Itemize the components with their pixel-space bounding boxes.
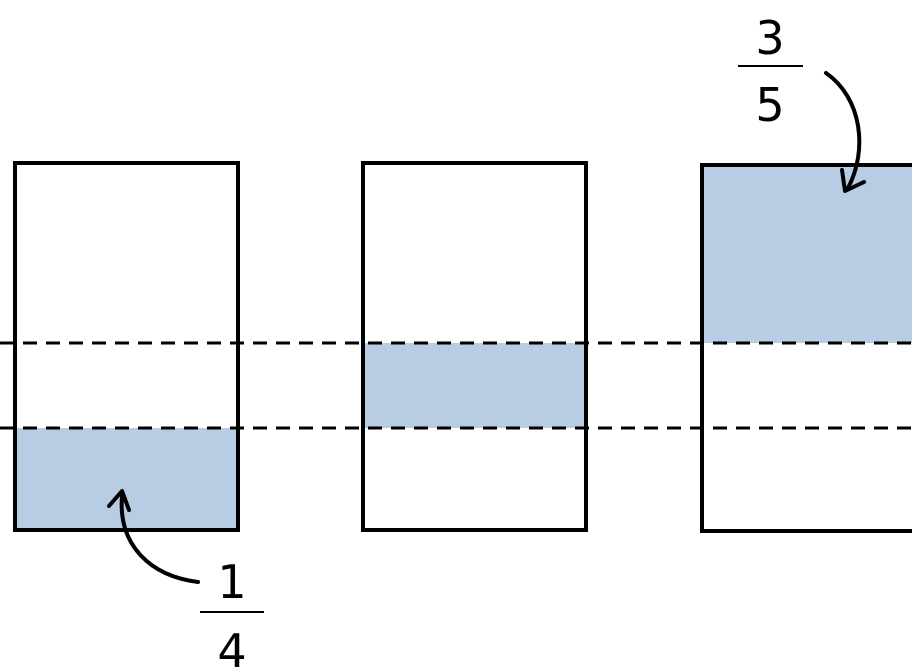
rectangle-middle (361, 161, 588, 532)
arrowhead-right (840, 168, 866, 193)
fraction-numerator-right: 3 (755, 11, 784, 65)
curved-arrow-right (824, 71, 862, 190)
fraction-label-left: 1 4 (200, 555, 264, 670)
shaded-region-left (16, 428, 238, 529)
fraction-denominator-right: 5 (755, 78, 784, 132)
shaded-region-right (702, 166, 912, 343)
arrowhead-left (107, 489, 131, 512)
shaded-region-middle (364, 343, 586, 428)
fraction-numerator-left: 1 (217, 555, 246, 609)
fraction-denominator-left: 4 (217, 624, 246, 670)
rectangle-right (700, 163, 912, 533)
fraction-label-right: 3 5 (738, 11, 803, 132)
curved-arrow-left (119, 494, 200, 584)
